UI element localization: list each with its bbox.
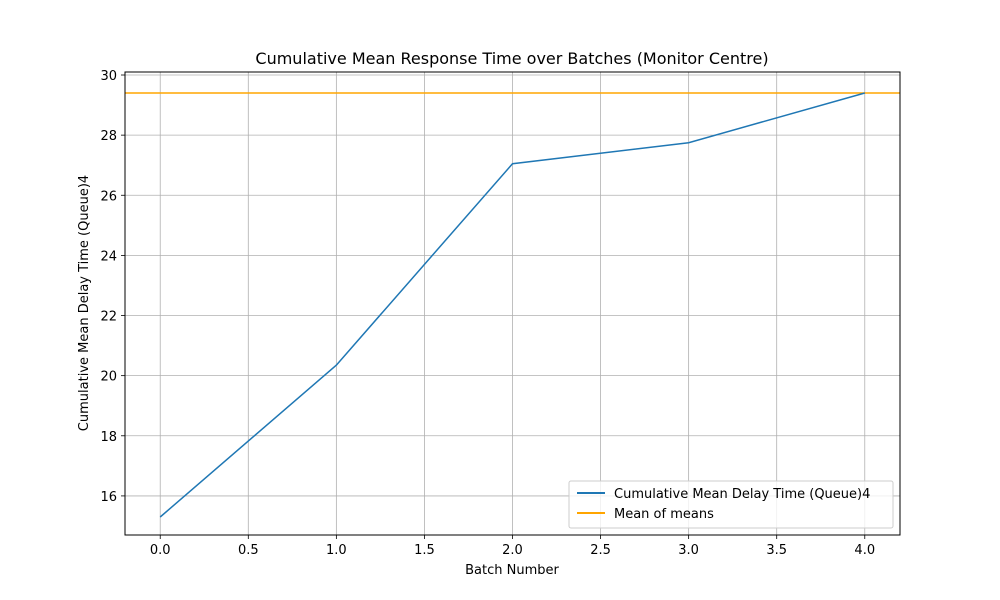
plot-lines <box>125 92 900 518</box>
x-tick-label: 2.0 <box>502 543 523 558</box>
legend-label-mean: Mean of means <box>614 507 714 522</box>
legend: Cumulative Mean Delay Time (Queue)4 Mean… <box>568 480 894 529</box>
x-tick-label: 0.0 <box>150 543 171 558</box>
y-axis-label: Cumulative Mean Delay Time (Queue)4 <box>77 175 92 431</box>
y-tick-label: 16 <box>100 490 117 505</box>
x-tick-label: 0.5 <box>238 543 259 558</box>
x-axis-ticks: 0.0 0.5 1.0 1.5 2.0 2.5 3.0 3.5 4.0 <box>150 535 875 558</box>
chart-title: Cumulative Mean Response Time over Batch… <box>255 49 768 68</box>
y-tick-label: 22 <box>100 310 117 325</box>
y-axis-ticks: 16 18 20 22 24 26 28 30 <box>100 69 125 505</box>
y-tick-label: 20 <box>100 370 117 385</box>
legend-label-series: Cumulative Mean Delay Time (Queue)4 <box>614 487 870 502</box>
grid <box>125 72 900 535</box>
legend-box <box>568 480 894 529</box>
x-tick-label: 3.5 <box>766 543 787 558</box>
x-tick-label: 1.0 <box>326 543 347 558</box>
x-tick-label: 3.0 <box>678 543 699 558</box>
y-tick-label: 18 <box>100 430 117 445</box>
y-tick-label: 28 <box>100 129 117 144</box>
x-tick-label: 4.0 <box>854 543 875 558</box>
x-tick-label: 1.5 <box>414 543 435 558</box>
x-tick-label: 2.5 <box>590 543 611 558</box>
y-tick-label: 30 <box>100 69 117 84</box>
y-tick-label: 26 <box>100 189 117 204</box>
x-axis-label: Batch Number <box>465 563 559 578</box>
y-tick-label: 24 <box>100 249 117 264</box>
